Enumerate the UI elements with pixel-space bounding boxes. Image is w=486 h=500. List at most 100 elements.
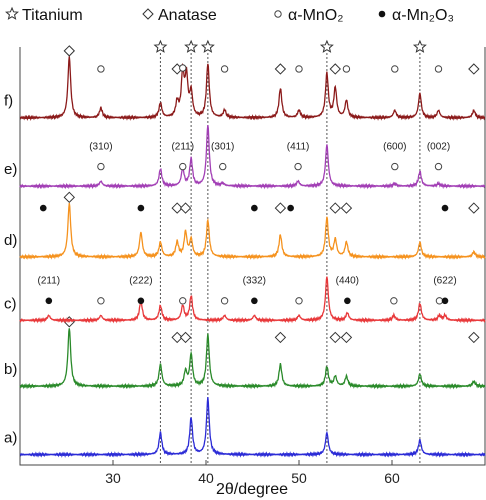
circle-open-marker [97, 65, 105, 73]
circle-open-marker [219, 162, 227, 171]
hkl-label: (301) [211, 142, 234, 153]
diamond-marker [340, 331, 353, 344]
circle-open-legend-icon [274, 10, 282, 18]
hkl-label: (310) [89, 142, 112, 153]
circle-open-marker [220, 65, 229, 73]
series-label: c) [4, 295, 17, 312]
reference-lines [153, 39, 427, 465]
legend-entry: Titanium [5, 6, 83, 24]
hkl-label: (622) [433, 276, 456, 287]
hkl-label: (411) [287, 142, 310, 153]
diamond-marker [179, 331, 192, 344]
hkl-label: (222) [129, 276, 152, 287]
circle-filled-marker [251, 204, 258, 212]
circle-open-marker [97, 162, 105, 171]
diamond-marker [468, 63, 480, 75]
hkl-label: (600) [383, 142, 406, 153]
hkl-label: (002) [427, 142, 450, 153]
series-label: b) [4, 361, 17, 378]
hkl-label: (211) [38, 276, 61, 287]
series-line [19, 397, 486, 458]
diamond-marker [179, 202, 192, 214]
diamond-legend-icon [142, 8, 154, 20]
circle-filled-marker [441, 297, 449, 305]
series-label: d) [4, 232, 17, 249]
diamond-marker [63, 45, 75, 57]
series-line [19, 202, 486, 261]
series-line [19, 56, 486, 121]
diamond-marker [329, 331, 341, 344]
circle-open-marker [220, 297, 229, 305]
diamond-marker [274, 63, 287, 75]
circle-open-marker [391, 65, 399, 73]
diamond-marker [171, 331, 183, 344]
circle-filled-marker [251, 297, 258, 305]
circle-filled-marker [137, 204, 145, 212]
legend-label: α-Mn₂O₃ [392, 7, 454, 24]
reference-star-icon [412, 39, 427, 53]
circle-filled-marker [344, 297, 351, 305]
diamond-marker [340, 202, 353, 214]
series-a: a) [4, 397, 486, 458]
star-legend-icon [5, 6, 19, 20]
reference-star-icon [200, 39, 215, 53]
circle-open-marker [295, 65, 303, 73]
legend-entry: Anatase [142, 7, 217, 24]
series-c: c) (211) (222) (332) (440) (622) [4, 276, 486, 324]
circle-filled-marker [137, 297, 145, 305]
series-line [19, 124, 486, 190]
series-label: e) [4, 161, 17, 178]
diamond-marker [468, 331, 480, 344]
diamond-marker [171, 202, 183, 214]
circle-open-marker [390, 297, 398, 305]
reference-star-icon [184, 39, 199, 53]
diamond-marker [63, 191, 75, 204]
circle-open-marker [435, 297, 444, 305]
series-d: d) [4, 191, 486, 261]
circle-open-marker [434, 162, 443, 171]
legend-entry: α-Mn₂O₃ [378, 7, 454, 24]
hkl-label: (440) [336, 276, 359, 287]
circle-filled-marker [287, 204, 294, 212]
series-line [19, 328, 486, 390]
circle-open-marker [179, 297, 187, 305]
circle-filled-marker [441, 204, 449, 212]
circle-open-marker [97, 297, 105, 305]
hkl-label: (332) [243, 276, 266, 287]
circle-open-marker [294, 162, 302, 171]
series-label: a) [4, 429, 17, 446]
legend-label: Anatase [158, 7, 217, 24]
legend-label: Titanium [22, 7, 83, 24]
x-axis-label: 2θ/degree [216, 481, 288, 498]
diamond-marker [274, 202, 287, 214]
reference-star-icon [319, 39, 334, 53]
diamond-marker [274, 331, 287, 344]
diamond-marker [329, 202, 341, 214]
x-tick-label: 30 [105, 470, 121, 486]
circle-open-marker [179, 64, 187, 72]
series-label: f) [4, 93, 13, 110]
circle-filled-marker [45, 297, 53, 305]
series-layer: a) b) c) (211) (222) (332) (440) (622) d) e) (310)… [4, 45, 486, 458]
diamond-marker [329, 63, 341, 75]
legend: Titanium Anatase α-MnO₂ α-Mn₂O₃ [5, 6, 454, 24]
series-e: e) (310) (211) (301) (411) (600) (002) [4, 124, 486, 190]
circle-open-marker [434, 65, 443, 73]
circle-filled-legend-icon [378, 10, 386, 18]
legend-label: α-MnO₂ [288, 7, 343, 24]
circle-open-marker [295, 297, 303, 305]
series-b: b) [4, 316, 486, 390]
legend-entry: α-MnO₂ [274, 7, 343, 24]
x-tick-label: 60 [384, 470, 400, 486]
series-f: f) [4, 45, 486, 121]
diamond-marker [468, 202, 480, 214]
reference-star-icon [153, 39, 168, 53]
series-line [19, 276, 486, 324]
circle-open-marker [179, 162, 187, 171]
x-tick-label: 40 [198, 470, 214, 486]
circle-open-marker [391, 162, 399, 171]
circle-filled-marker [39, 204, 47, 212]
circle-open-marker [342, 65, 351, 73]
x-axis: 30 40 50 60 2θ/degree [105, 460, 400, 498]
